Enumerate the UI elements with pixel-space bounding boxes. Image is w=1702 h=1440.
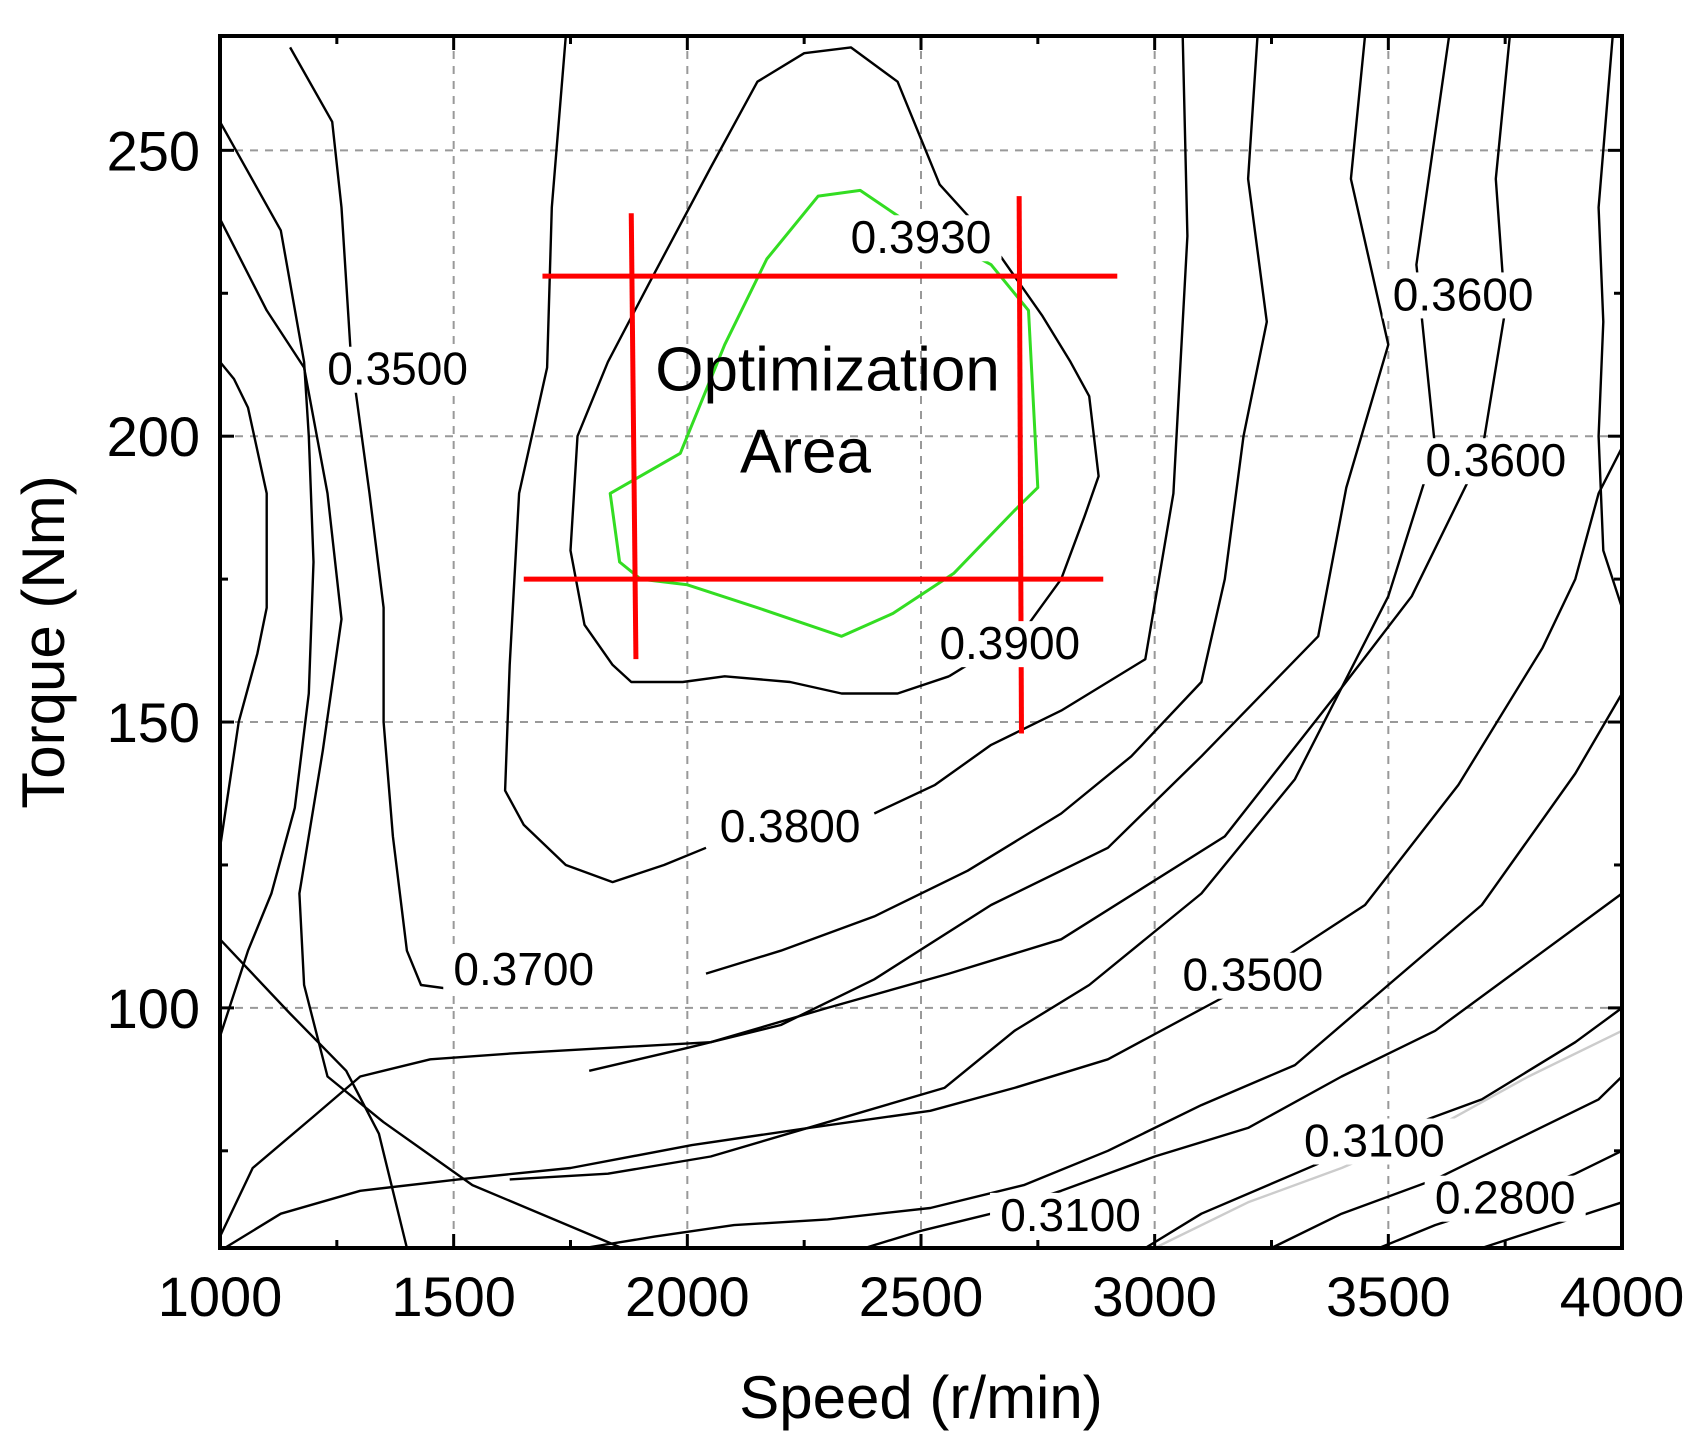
contour-line-03400-13 <box>218 361 268 848</box>
contour-label-bg-5 <box>709 804 871 851</box>
contour-label-bg-8 <box>1293 1118 1455 1165</box>
contour-label-6: 0.3700 <box>453 943 594 995</box>
contour-line-03800-2 <box>503 35 707 884</box>
contour-label-bg-4 <box>929 621 1091 668</box>
x-tick-label-1000: 1000 <box>158 1265 283 1328</box>
contour-label-2: 0.3500 <box>327 343 468 395</box>
optimization-area-label-line2: Area <box>740 417 871 486</box>
contour-label-bg-9 <box>1424 1175 1586 1222</box>
contour-label-bg-6 <box>443 947 605 994</box>
x-tick-label-2500: 2500 <box>859 1265 984 1328</box>
contour-label-4: 0.3900 <box>939 617 1080 669</box>
contour-line-03930-0 <box>608 188 1040 638</box>
contour-label-bg-10 <box>990 1192 1152 1239</box>
optimization-area-label-line1: Optimization <box>655 335 1000 404</box>
contour-label-5: 0.3800 <box>720 800 861 852</box>
x-tick-label-3000: 3000 <box>1092 1265 1217 1328</box>
contour-line-03600-7 <box>588 35 1390 1072</box>
contour-label-0: 0.3930 <box>851 211 992 263</box>
contour-line-03500-10 <box>218 35 1511 1238</box>
x-tick-label-4000: 4000 <box>1560 1265 1685 1328</box>
contour-line-03400-12 <box>224 447 1624 1250</box>
contour-line-03700-5 <box>705 35 1268 975</box>
annotation: Optimization Area <box>655 335 1000 486</box>
contour-labels: 0.3930 0.3600 0.3500 0.3600 0.3900 0.3800 0.37… <box>317 211 1586 1241</box>
y-tick-label-250: 250 <box>107 119 200 182</box>
contour-line-03600-8 <box>218 218 623 1250</box>
contour-label-9: 0.2800 <box>1435 1172 1576 1224</box>
y-axis-title: Torque (Nm) <box>10 475 77 808</box>
x-axis-title: Speed (r/min) <box>739 1364 1102 1431</box>
contour-label-1: 0.3600 <box>1393 268 1534 320</box>
contour-line-03500-9 <box>509 35 1451 1181</box>
contour-line-03500-11 <box>218 121 315 1037</box>
contour-line-03900-1 <box>569 46 1100 695</box>
contour-label-7: 0.3500 <box>1182 949 1323 1001</box>
contour-label-10: 0.3100 <box>1000 1189 1141 1241</box>
region-line-0 <box>628 213 639 660</box>
contour-line-03800-3 <box>873 35 1189 815</box>
x-tick-label-3500: 3500 <box>1326 1265 1451 1328</box>
x-tick-label-1500: 1500 <box>391 1265 516 1328</box>
contour-label-bg-7 <box>1172 952 1334 999</box>
contour-line-02800-19 <box>1270 1075 1623 1250</box>
contour-line-03600-6 <box>219 938 409 1249</box>
y-tick-label-100: 100 <box>107 977 200 1040</box>
x-tick-label-2000: 2000 <box>625 1265 750 1328</box>
contour-label-bg-2 <box>317 346 479 393</box>
y-tick-label-200: 200 <box>107 405 200 468</box>
contour-label-8: 0.3100 <box>1304 1115 1445 1167</box>
contour-lines <box>218 35 1624 1250</box>
contour-label-bg-0 <box>840 215 1002 262</box>
contour-line-03300-14 <box>584 692 1624 1250</box>
contour-line-03100-16 <box>864 892 1623 1250</box>
contour-label-3: 0.3600 <box>1425 434 1566 486</box>
contour-label-bg-3 <box>1415 438 1577 485</box>
contour-label-bg-1 <box>1382 272 1544 319</box>
axis-ticks: 1000 1500 2000 2500 3000 3500 4000 100 150 200 250 <box>107 36 1685 1328</box>
y-tick-label-150: 150 <box>107 691 200 754</box>
contour-line-03600-15 <box>1597 35 1624 609</box>
